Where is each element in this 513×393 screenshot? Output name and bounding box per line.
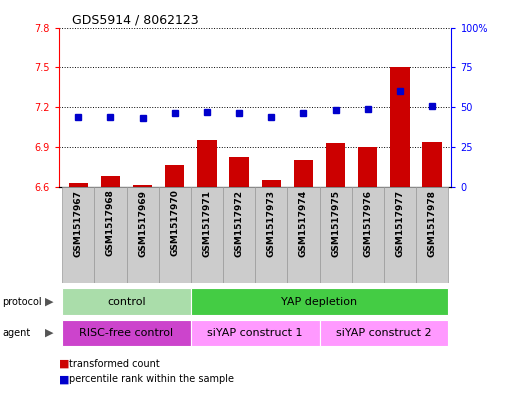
Bar	[352, 187, 384, 283]
Text: GSM1517967: GSM1517967	[74, 189, 83, 257]
Bar	[262, 180, 281, 393]
Text: GSM1517973: GSM1517973	[267, 189, 276, 257]
Bar	[191, 187, 223, 283]
Bar	[320, 320, 448, 346]
Text: GSM1517972: GSM1517972	[234, 189, 244, 257]
Bar	[191, 320, 320, 346]
Bar	[416, 187, 448, 283]
Bar	[127, 187, 159, 283]
Text: transformed count: transformed count	[69, 358, 160, 369]
Bar	[191, 288, 448, 315]
Bar	[94, 187, 127, 283]
Text: GSM1517970: GSM1517970	[170, 189, 180, 257]
Text: siYAP construct 1: siYAP construct 1	[207, 328, 303, 338]
Bar	[198, 140, 216, 393]
Text: GSM1517969: GSM1517969	[138, 189, 147, 257]
Text: GSM1517974: GSM1517974	[299, 189, 308, 257]
Bar	[326, 143, 345, 393]
Text: agent: agent	[3, 328, 31, 338]
Text: ▶: ▶	[45, 328, 54, 338]
Text: ▶: ▶	[45, 297, 54, 307]
Bar	[62, 187, 94, 283]
Text: siYAP construct 2: siYAP construct 2	[336, 328, 432, 338]
Text: percentile rank within the sample: percentile rank within the sample	[69, 374, 234, 384]
Bar	[390, 67, 409, 393]
Bar	[287, 187, 320, 283]
Bar	[223, 187, 255, 283]
Bar	[384, 187, 416, 283]
Bar	[358, 147, 378, 393]
Bar	[133, 185, 152, 393]
Bar	[294, 160, 313, 393]
Text: ■: ■	[59, 374, 69, 384]
Text: GSM1517976: GSM1517976	[363, 189, 372, 257]
Text: GSM1517971: GSM1517971	[203, 189, 211, 257]
Bar	[62, 320, 191, 346]
Text: YAP depletion: YAP depletion	[282, 297, 358, 307]
Text: protocol: protocol	[3, 297, 42, 307]
Text: GSM1517968: GSM1517968	[106, 189, 115, 257]
Text: ■: ■	[59, 358, 69, 369]
Text: GDS5914 / 8062123: GDS5914 / 8062123	[72, 14, 199, 27]
Text: RISC-free control: RISC-free control	[80, 328, 173, 338]
Text: GSM1517977: GSM1517977	[396, 189, 404, 257]
Bar	[69, 183, 88, 393]
Bar	[165, 165, 185, 393]
Text: GSM1517975: GSM1517975	[331, 189, 340, 257]
Text: GSM1517978: GSM1517978	[428, 189, 437, 257]
Bar	[159, 187, 191, 283]
Bar	[101, 176, 120, 393]
Bar	[229, 158, 249, 393]
Bar	[320, 187, 352, 283]
Text: control: control	[107, 297, 146, 307]
Bar	[62, 288, 191, 315]
Bar	[255, 187, 287, 283]
Bar	[423, 141, 442, 393]
